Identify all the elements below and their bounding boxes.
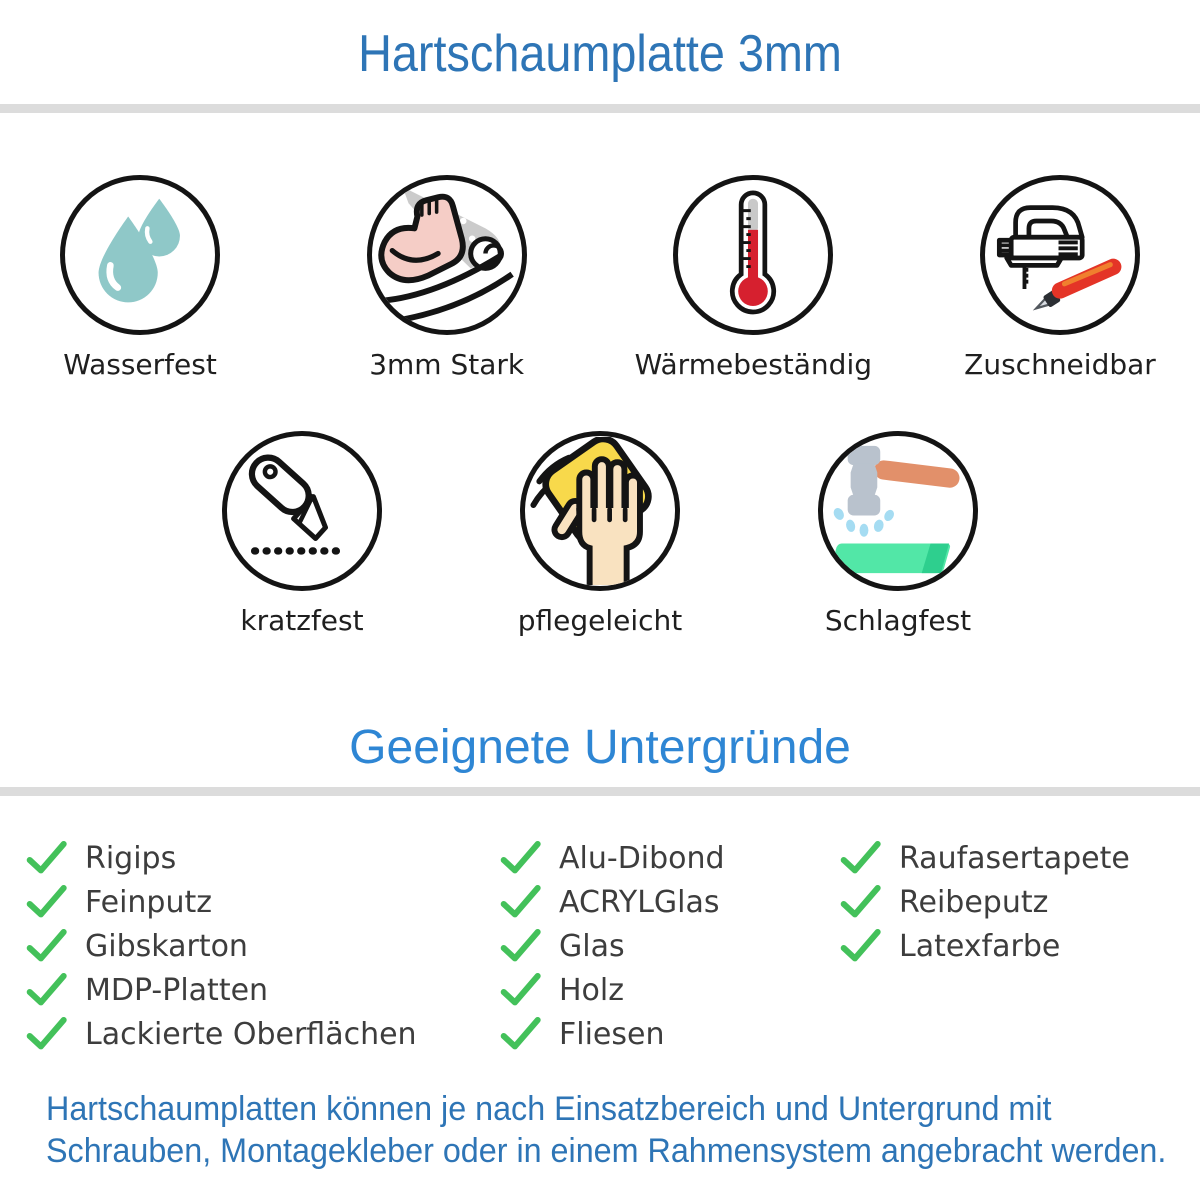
feature-label: Zuschneidbar bbox=[964, 348, 1156, 381]
list-item: ACRYLGlas bbox=[500, 884, 840, 920]
substrate-label: Rigips bbox=[85, 840, 177, 876]
header: Hartschaumplatte 3mm bbox=[0, 0, 1200, 86]
substrate-label: Reibeputz bbox=[899, 884, 1049, 920]
divider-bar bbox=[0, 104, 1200, 113]
feature-circle bbox=[366, 175, 527, 335]
substrate-label: Feinputz bbox=[85, 884, 212, 920]
feature-label: pflegeleicht bbox=[517, 604, 683, 637]
list-item: Latexfarbe bbox=[840, 928, 1200, 964]
divider-bar bbox=[0, 787, 1200, 796]
checkmark-icon bbox=[840, 841, 881, 874]
jigsaw-icon bbox=[996, 205, 1122, 311]
water-drops-icon bbox=[98, 198, 180, 303]
checkmark-icon bbox=[26, 1017, 67, 1050]
feature-row-2: kratzfest bbox=[0, 431, 1200, 637]
list-item: Rigips bbox=[26, 840, 500, 876]
utility-knife-icon bbox=[248, 454, 342, 555]
feature-schlagfest: Schlagfest bbox=[812, 431, 984, 637]
cutter-knife-icon bbox=[1032, 258, 1122, 311]
feature-wasserfest: Wasserfest bbox=[54, 175, 226, 381]
substrate-label: ACRYLGlas bbox=[559, 884, 720, 920]
list-item: Lackierte Oberflächen bbox=[26, 1016, 500, 1052]
checkmark-icon bbox=[840, 885, 881, 918]
substrate-label: Fliesen bbox=[559, 1016, 665, 1052]
feature-pflegeleicht: pflegeleicht bbox=[514, 431, 686, 637]
substrate-label: Glas bbox=[559, 928, 625, 964]
feature-circle bbox=[673, 175, 834, 335]
checkmark-icon bbox=[26, 929, 67, 962]
feature-circle bbox=[818, 431, 978, 591]
list-item: Holz bbox=[500, 972, 840, 1008]
list-item: Reibeputz bbox=[840, 884, 1200, 920]
checkmark-icon bbox=[500, 929, 541, 962]
feature-label: Wärmebeständig bbox=[634, 348, 872, 381]
checkmark-icon bbox=[500, 841, 541, 874]
section-title: Geeignete Untergründe bbox=[349, 721, 851, 774]
list-item: Feinputz bbox=[26, 884, 500, 920]
page-title: Hartschaumplatte 3mm bbox=[358, 25, 842, 83]
feature-circle bbox=[222, 431, 382, 591]
feature-label: kratzfest bbox=[240, 604, 364, 637]
substrate-label: Gibskarton bbox=[85, 928, 248, 964]
feature-zuschneidbar: Zuschneidbar bbox=[964, 175, 1156, 381]
checkmark-icon bbox=[840, 929, 881, 962]
feature-row-1: Wasserfest 3mm Stark bbox=[0, 175, 1200, 381]
checkmark-icon bbox=[500, 1017, 541, 1050]
checkmark-icon bbox=[26, 973, 67, 1006]
list-item: Fliesen bbox=[500, 1016, 840, 1052]
checkmark-icon bbox=[500, 973, 541, 1006]
feature-waermebestaendig: Wärmebeständig bbox=[635, 175, 872, 381]
thermometer-icon bbox=[730, 190, 777, 315]
footer-line-2: Schrauben, Montagekleber oder in einem R… bbox=[46, 1132, 1167, 1170]
substrate-label: Raufasertapete bbox=[899, 840, 1130, 876]
substrate-column-2: Alu-Dibond ACRYLGlas Glas Holz Fliesen bbox=[500, 840, 840, 1052]
list-item: Glas bbox=[500, 928, 840, 964]
substrate-label: Latexfarbe bbox=[899, 928, 1061, 964]
substrate-label: Lackierte Oberflächen bbox=[85, 1016, 417, 1052]
list-item: Alu-Dibond bbox=[500, 840, 840, 876]
feature-circle bbox=[60, 175, 220, 335]
feature-label: 3mm Stark bbox=[369, 348, 525, 381]
substrate-label: MDP-Platten bbox=[85, 972, 269, 1008]
checkmark-icon bbox=[500, 885, 541, 918]
feature-circle bbox=[979, 175, 1140, 335]
list-item: Gibskarton bbox=[26, 928, 500, 964]
footer-note: Hartschaumplatten können je nach Einsatz… bbox=[46, 1088, 1167, 1172]
substrate-label: Alu-Dibond bbox=[559, 840, 725, 876]
hammer-icon bbox=[831, 445, 960, 574]
feature-label: Wasserfest bbox=[63, 348, 217, 381]
checkmark-icon bbox=[26, 841, 67, 874]
checkmark-icon bbox=[26, 885, 67, 918]
substrate-label: Holz bbox=[559, 972, 624, 1008]
feature-label: Schlagfest bbox=[824, 604, 972, 637]
feature-3mm-stark: 3mm Stark bbox=[361, 175, 533, 381]
substrate-column-3: Raufasertapete Reibeputz Latexfarbe bbox=[840, 840, 1200, 1052]
muscle-arm-icon bbox=[378, 186, 514, 325]
substrate-column-1: Rigips Feinputz Gibskarton MDP-Platten L… bbox=[26, 840, 500, 1052]
substrate-list: Rigips Feinputz Gibskarton MDP-Platten L… bbox=[0, 796, 1200, 1052]
feature-kratzfest: kratzfest bbox=[216, 431, 388, 637]
footer-line-1: Hartschaumplatten können je nach Einsatz… bbox=[46, 1090, 1052, 1128]
list-item: MDP-Platten bbox=[26, 972, 500, 1008]
cleaning-hand-icon bbox=[530, 437, 652, 585]
list-item: Raufasertapete bbox=[840, 840, 1200, 876]
feature-circle bbox=[520, 431, 680, 591]
